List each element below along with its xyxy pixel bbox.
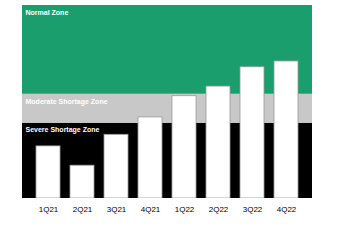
svg-text:3Q22: 3Q22 bbox=[243, 205, 263, 214]
svg-text:2Q21: 2Q21 bbox=[73, 205, 93, 214]
svg-text:4Q22: 4Q22 bbox=[277, 205, 297, 214]
svg-text:1Q21: 1Q21 bbox=[39, 205, 59, 214]
svg-text:Normal Zone: Normal Zone bbox=[26, 9, 69, 16]
svg-text:1Q22: 1Q22 bbox=[175, 205, 195, 214]
svg-text:Severe Shortage Zone: Severe Shortage Zone bbox=[26, 126, 100, 134]
svg-text:Moderate Shortage Zone: Moderate Shortage Zone bbox=[26, 98, 108, 106]
svg-text:3Q21: 3Q21 bbox=[107, 205, 127, 214]
svg-text:2Q22: 2Q22 bbox=[209, 205, 229, 214]
svg-text:4Q21: 4Q21 bbox=[141, 205, 161, 214]
